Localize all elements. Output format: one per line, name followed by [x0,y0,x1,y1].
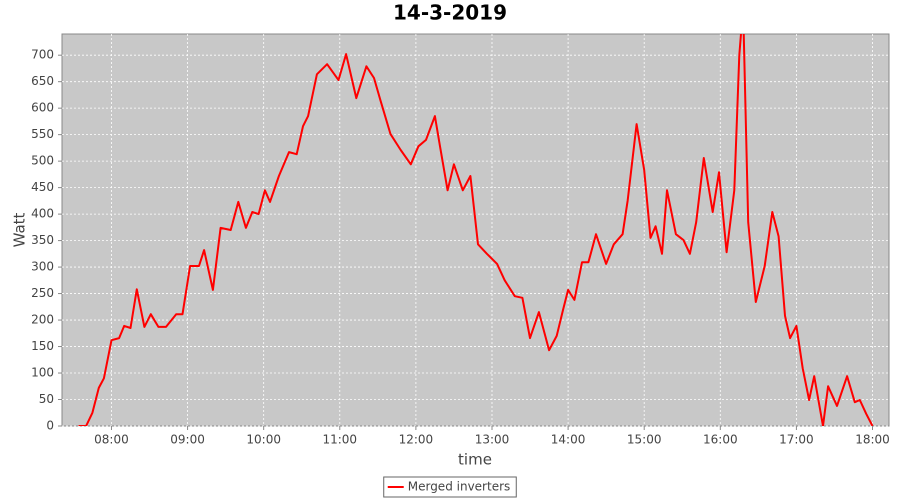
legend-box [383,476,517,498]
y-tick-label: 150 [31,339,54,353]
y-tick-label: 350 [31,233,54,247]
legend-label: Merged inverters [408,480,511,494]
y-tick-label: 600 [31,101,54,115]
y-tick-label: 250 [31,286,54,300]
x-tick-label: 11:00 [322,433,357,447]
x-tick-label: 18:00 [855,433,890,447]
data-line [78,34,874,426]
y-tick-label: 100 [31,366,54,380]
chart-title: 14-3-2019 [393,1,507,25]
y-tick-label: 400 [31,207,54,221]
legend: Merged inverters [383,476,517,498]
x-tick-label: 08:00 [94,433,129,447]
y-tick-label: 50 [39,392,54,406]
x-tick-label: 09:00 [170,433,205,447]
x-tick-label: 14:00 [551,433,586,447]
x-tick-label: 13:00 [475,433,510,447]
y-tick-label: 550 [31,127,54,141]
x-tick-label: 17:00 [779,433,814,447]
y-tick-label: 700 [31,48,54,62]
y-tick-label: 500 [31,154,54,168]
x-tick-label: 12:00 [399,433,434,447]
y-tick-label: 300 [31,260,54,274]
y-tick-label: 200 [31,313,54,327]
x-tick-label: 10:00 [246,433,281,447]
x-axis-label: time [458,451,492,469]
x-tick-label: 16:00 [703,433,738,447]
y-tick-label: 450 [31,180,54,194]
y-tick-label: 650 [31,74,54,88]
y-tick-label: 0 [46,419,54,433]
x-tick-label: 15:00 [627,433,662,447]
y-axis-label: Watt [11,212,29,247]
